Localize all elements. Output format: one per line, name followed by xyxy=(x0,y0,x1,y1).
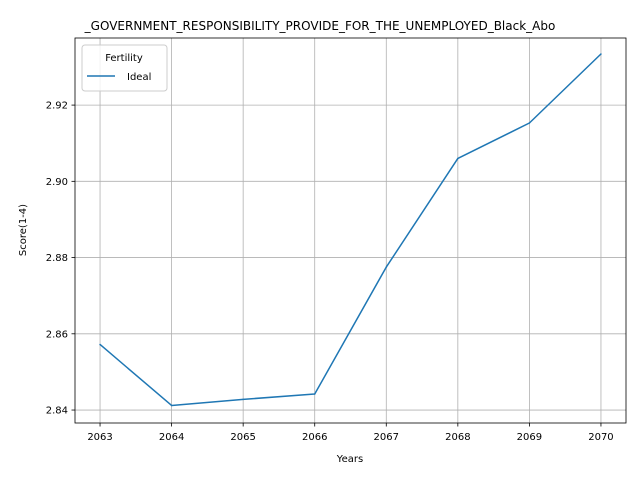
x-tick-label: 2069 xyxy=(517,432,542,443)
x-tick-label: 2066 xyxy=(302,432,327,443)
data-point xyxy=(457,157,459,160)
axis-ticks: 2063 2064 2065 2066 2067 2068 2069 2070 2.84 2.86… xyxy=(46,101,614,443)
y-tick-label: 2.84 xyxy=(46,406,68,417)
x-axis-label: Years xyxy=(336,454,363,465)
legend-box xyxy=(81,44,168,92)
plot-area xyxy=(74,37,627,424)
data-point xyxy=(600,53,602,55)
data-point xyxy=(99,343,101,346)
x-tick-label: 2067 xyxy=(374,432,399,443)
x-tick-label: 2063 xyxy=(87,432,112,443)
y-tick-label: 2.90 xyxy=(46,177,68,188)
grid xyxy=(75,38,626,423)
series-line-ideal xyxy=(99,53,602,407)
data-point xyxy=(313,393,316,395)
x-tick-label: 2065 xyxy=(230,432,255,443)
legend-title: Fertility xyxy=(105,53,143,64)
x-tick-label: 2068 xyxy=(445,432,470,443)
legend: Fertility Ideal xyxy=(81,44,168,92)
y-tick-label: 2.92 xyxy=(46,101,68,112)
data-point xyxy=(385,266,388,268)
data-point xyxy=(528,122,531,124)
x-tick-label: 2064 xyxy=(159,432,184,443)
y-axis-label: Score(1-4) xyxy=(18,204,29,256)
series-layer xyxy=(99,53,602,407)
legend-label-ideal: Ideal xyxy=(127,72,151,83)
y-tick-label: 2.86 xyxy=(46,329,68,340)
chart-title: _GOVERNMENT_RESPONSIBILITY_PROVIDE_FOR_T… xyxy=(84,19,556,33)
y-tick-label: 2.88 xyxy=(46,253,68,264)
data-point xyxy=(170,404,173,407)
data-point xyxy=(242,398,244,401)
x-tick-label: 2070 xyxy=(588,432,613,443)
